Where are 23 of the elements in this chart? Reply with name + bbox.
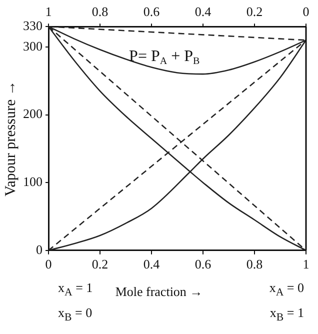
x-tick-label: 0.4: [143, 256, 160, 272]
x-tick-label: 0.2: [92, 256, 108, 272]
x-tick-label: 0.8: [246, 256, 263, 272]
y-tick-label: 330: [23, 18, 42, 34]
y-tick-label: 200: [23, 106, 42, 122]
x-tick-label: 0.6: [194, 256, 212, 272]
y-tick-label: 0: [36, 242, 42, 257]
x-tick-label: 0: [45, 256, 52, 272]
x2-tick-label: 0: [302, 4, 310, 20]
text: x$_{A}$ = 1: [58, 279, 93, 301]
x2-tick-label: 0.2: [246, 4, 263, 20]
x2-tick-label: 0.4: [194, 4, 212, 20]
text: x$_{A}$ = 0: [269, 279, 304, 301]
y-tick-label: 300: [23, 38, 42, 54]
x2-tick-label: 0.6: [143, 4, 160, 20]
x2-tick-label: 0.8: [92, 4, 108, 20]
y-axis-title: Vapour pressure →: [2, 80, 19, 196]
text: x$_{B}$ = 0: [58, 304, 93, 326]
x2-tick-label: 1: [45, 4, 52, 20]
text: x$_{B}$ = 1: [269, 304, 304, 326]
y-tick-label: 100: [23, 174, 42, 190]
x-axis-title: Mole fraction →: [115, 284, 203, 299]
x-tick-label: 1: [302, 256, 310, 272]
